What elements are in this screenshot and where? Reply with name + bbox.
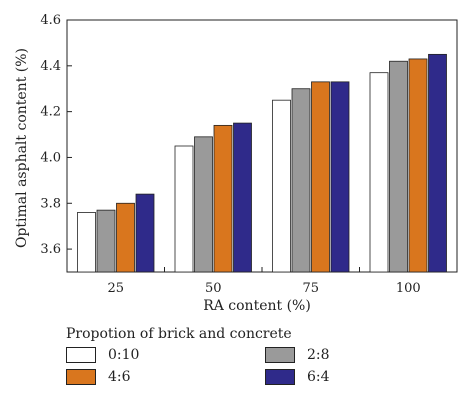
chart-bars xyxy=(77,53,447,273)
y-tick-label: 4.0 xyxy=(40,150,61,165)
x-tick-label: 25 xyxy=(107,281,124,296)
bar-0-10-25 xyxy=(77,212,96,273)
bar-2-8-25 xyxy=(96,209,116,273)
x-axis-label: RA content (%) xyxy=(203,298,311,314)
legend-label-4-6: 4:6 xyxy=(108,369,131,385)
y-tick-label: 4.2 xyxy=(40,105,61,120)
x-tick-label: 75 xyxy=(302,281,319,296)
legend-swatch-2-8 xyxy=(265,347,295,363)
bar-6-4-75 xyxy=(330,81,350,273)
legend-label-0-10: 0:10 xyxy=(108,347,140,363)
y-tick-label: 4.4 xyxy=(40,59,61,74)
y-tick-label: 4.6 xyxy=(40,13,61,28)
bar-6-4-100 xyxy=(428,53,447,273)
bar-4-6-75 xyxy=(311,81,330,273)
y-tick-label: 3.6 xyxy=(40,242,61,257)
bar-chart: 3.6 3.8 4.0 4.2 4.4 4.6 25 50 75 100 RA content (… xyxy=(14,13,458,314)
legend-item-6-4: 6:4 xyxy=(265,369,330,385)
legend-label-6-4: 6:4 xyxy=(307,369,330,385)
legend-label-2-8: 2:8 xyxy=(307,347,330,363)
y-axis-label: Optimal asphalt content (%) xyxy=(14,48,30,248)
bar-4-6-100 xyxy=(408,58,428,273)
legend-item-0-10: 0:10 xyxy=(66,347,139,363)
x-tick-label: 50 xyxy=(205,281,222,296)
legend-title: Propotion of brick and concrete xyxy=(66,326,292,342)
bar-2-8-100 xyxy=(389,60,408,273)
legend-swatch-0-10 xyxy=(66,347,96,363)
legend-swatch-6-4 xyxy=(265,369,295,385)
bar-0-10-100 xyxy=(369,72,389,273)
y-tick-label: 3.8 xyxy=(40,196,61,211)
bar-6-4-50 xyxy=(233,122,252,273)
x-tick-label: 100 xyxy=(396,281,421,296)
legend-swatch-4-6 xyxy=(66,369,96,385)
bar-4-6-25 xyxy=(116,202,135,273)
bar-0-10-75 xyxy=(272,99,291,273)
bar-0-10-50 xyxy=(174,145,194,273)
chart-axes: 3.6 3.8 4.0 4.2 4.4 4.6 25 50 75 100 xyxy=(40,13,458,296)
legend-item-2-8: 2:8 xyxy=(265,347,330,363)
bar-2-8-50 xyxy=(194,136,213,273)
bar-2-8-75 xyxy=(291,88,311,273)
legend-item-4-6: 4:6 xyxy=(66,369,131,385)
bar-4-6-50 xyxy=(213,124,233,273)
bar-6-4-25 xyxy=(135,193,155,273)
